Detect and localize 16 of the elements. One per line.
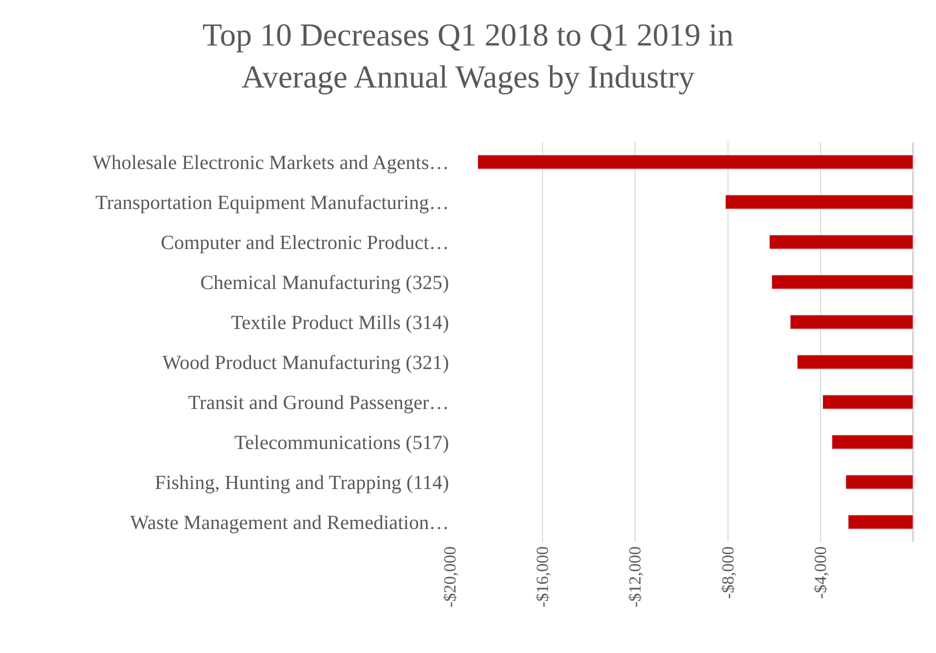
y-tick-label: Transit and Ground Passenger…: [188, 392, 449, 414]
chart-title: Top 10 Decreases Q1 2018 to Q1 2019 in Average Annual Wages by Industry: [202, 16, 734, 94]
y-tick-label: Waste Management and Remediation…: [130, 512, 449, 534]
y-tick-label: Transportation Equipment Manufacturing…: [95, 192, 449, 214]
x-tick-label: -$12,000: [626, 546, 645, 608]
y-tick-label: Wood Product Manufacturing (321): [162, 352, 449, 374]
y-tick-label: Textile Product Mills (314): [230, 312, 449, 334]
y-tick-label: Fishing, Hunting and Trapping (114): [154, 472, 449, 494]
y-tick-label: Computer and Electronic Product…: [160, 232, 449, 254]
y-tick-label: Chemical Manufacturing (325): [200, 272, 449, 294]
y-tick-label: Telecommunications (517): [234, 432, 449, 454]
x-tick-label: -$8,000: [718, 546, 738, 599]
x-tick-label: -$20,000: [440, 546, 460, 608]
x-tick-label: -$4,000: [810, 546, 830, 599]
x-tick-label: -$16,000: [533, 546, 552, 608]
y-tick-label: Wholesale Electronic Markets and Agents…: [92, 152, 449, 174]
